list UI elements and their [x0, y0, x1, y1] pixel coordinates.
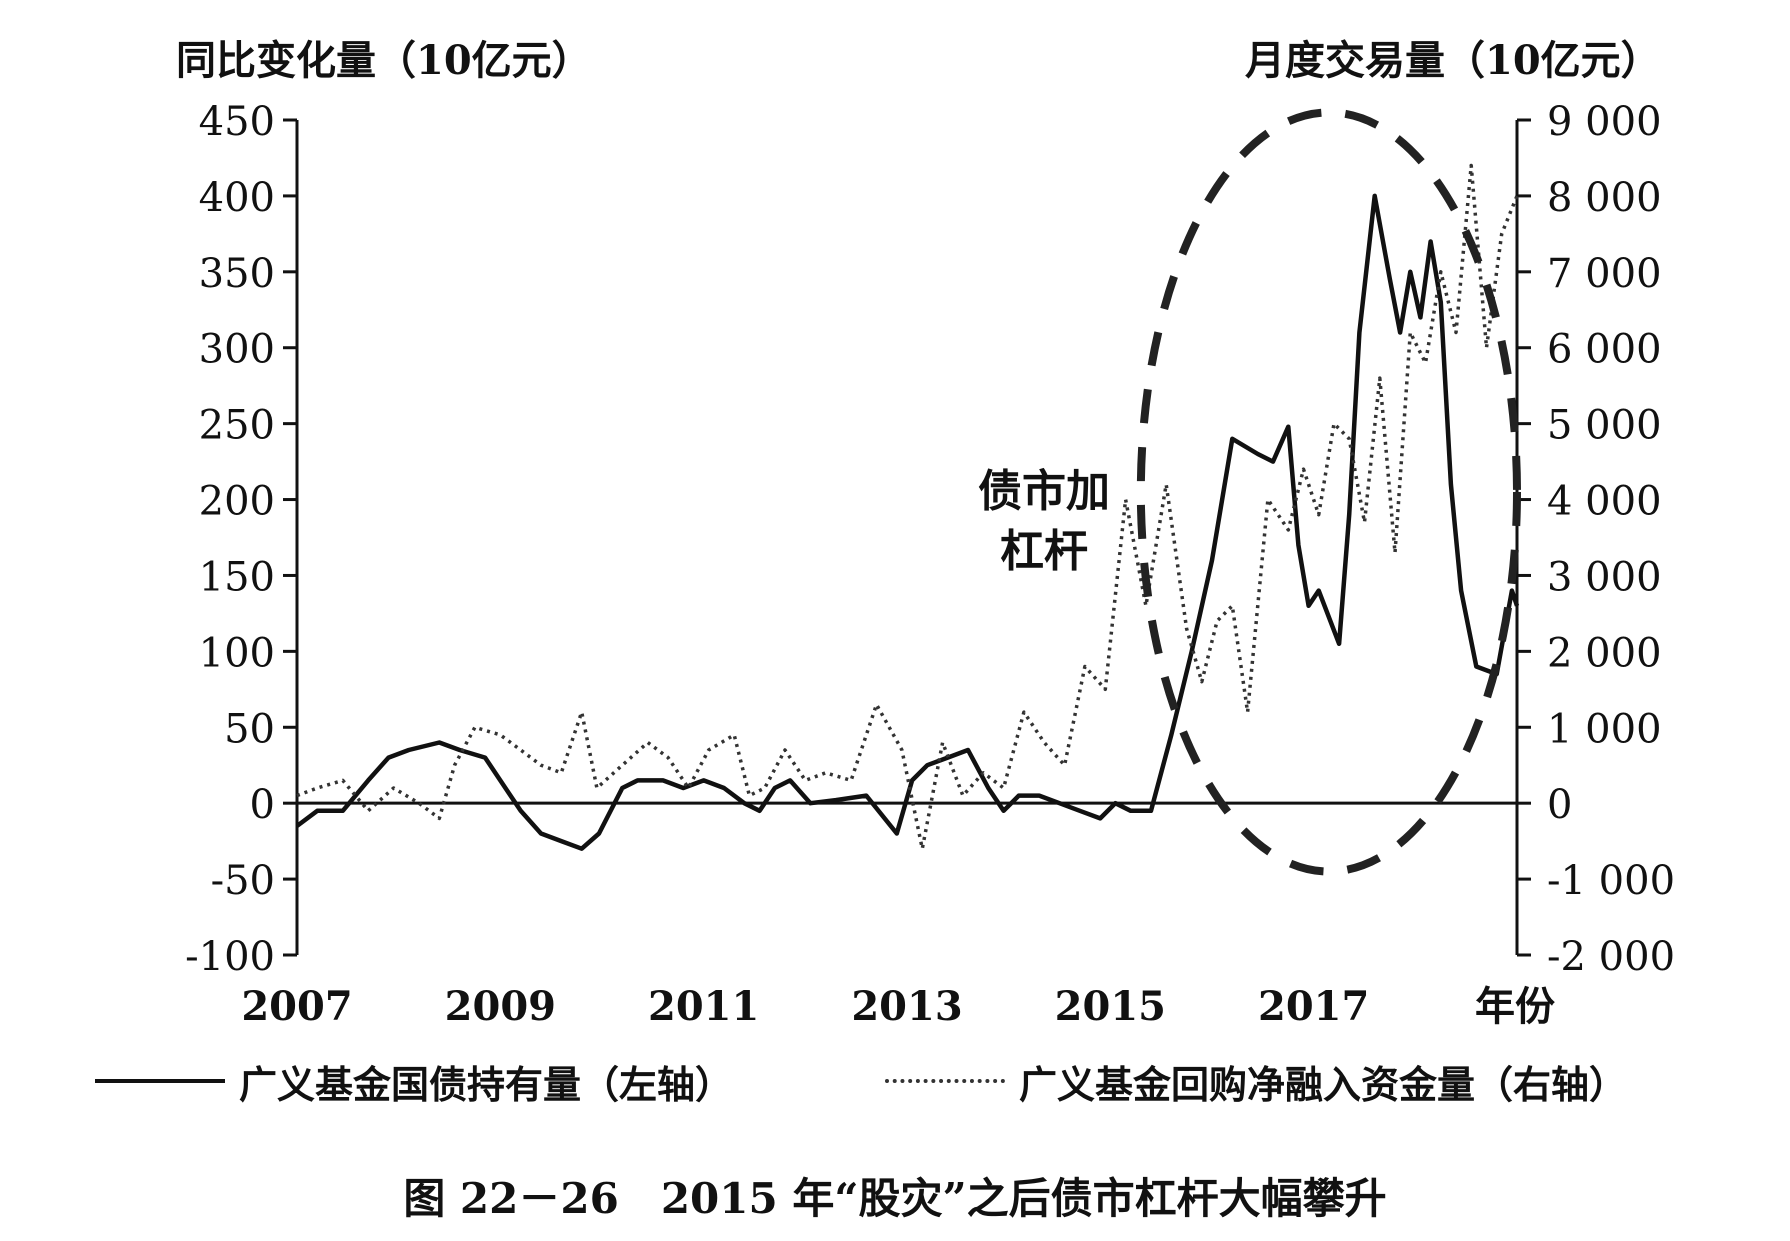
left-tick-label: -100 — [185, 934, 275, 980]
right-tick-label: 0 — [1547, 782, 1572, 828]
legend-label-repo: 广义基金回购净融入资金量（右轴） — [1019, 1061, 1628, 1107]
left-tick-label: 250 — [199, 403, 275, 449]
left-tick-label: 0 — [250, 782, 275, 828]
legend-solid-swatch — [95, 1079, 225, 1083]
left-tick-label: 100 — [199, 630, 275, 676]
right-tick-label: 2 000 — [1547, 630, 1662, 676]
holdings-solid-line — [295, 193, 1520, 851]
left-tick-label: 200 — [199, 479, 275, 525]
right-tick-label: 5 000 — [1547, 403, 1662, 449]
right-tick-label: -2 000 — [1547, 934, 1675, 980]
left-tick-label: 350 — [199, 251, 275, 297]
annotation: 债市加 杠杆 — [978, 462, 1110, 582]
figure-caption: 图 22－26 2015 年“股灾”之后债市杠杆大幅攀升 — [403, 1174, 1387, 1223]
left-tick-label: 400 — [199, 175, 275, 221]
right-tick-label: 7 000 — [1547, 251, 1662, 297]
x-tick-label: 2009 — [445, 983, 556, 1030]
x-tick-label: 2007 — [241, 983, 352, 1030]
annotation-line-2: 杠杆 — [1000, 526, 1088, 577]
highlight-ellipse — [1136, 108, 1521, 876]
right-tick-label: 6 000 — [1547, 327, 1662, 373]
legend-item-repo: 广义基金回购净融入资金量（右轴） — [885, 1055, 1627, 1107]
left-tick-label: 300 — [199, 327, 275, 373]
legend-dotted-swatch — [885, 1079, 1005, 1083]
annotation-line-1: 债市加 — [978, 466, 1110, 517]
right-tick-label: 1 000 — [1547, 706, 1662, 752]
x-tick-label: 2013 — [851, 983, 962, 1030]
x-tick-label: 2011 — [648, 983, 759, 1030]
right-tick-label: 3 000 — [1547, 554, 1662, 600]
left-axis-label: 同比变化量（10亿元） — [176, 37, 592, 84]
x-axis-end-label: 年份 — [1475, 983, 1555, 1030]
right-axis-label: 月度交易量（10亿元） — [1245, 37, 1661, 84]
right-tick-label: 4 000 — [1547, 479, 1662, 525]
right-tick-label: 9 000 — [1547, 99, 1662, 145]
left-tick-label: 450 — [199, 99, 275, 145]
left-tick-label: 150 — [199, 554, 275, 600]
left-tick-label: 50 — [224, 706, 275, 752]
x-tick-label: 2017 — [1258, 983, 1369, 1030]
x-tick-label: 2015 — [1055, 983, 1166, 1030]
repo-dotted-line — [296, 163, 1519, 851]
legend-item-holdings: 广义基金国债持有量（左轴） — [95, 1055, 733, 1107]
left-tick-label: -50 — [211, 858, 275, 904]
right-tick-label: -1 000 — [1547, 858, 1675, 904]
right-tick-label: 8 000 — [1547, 175, 1662, 221]
legend-label-holdings: 广义基金国债持有量（左轴） — [239, 1061, 734, 1107]
